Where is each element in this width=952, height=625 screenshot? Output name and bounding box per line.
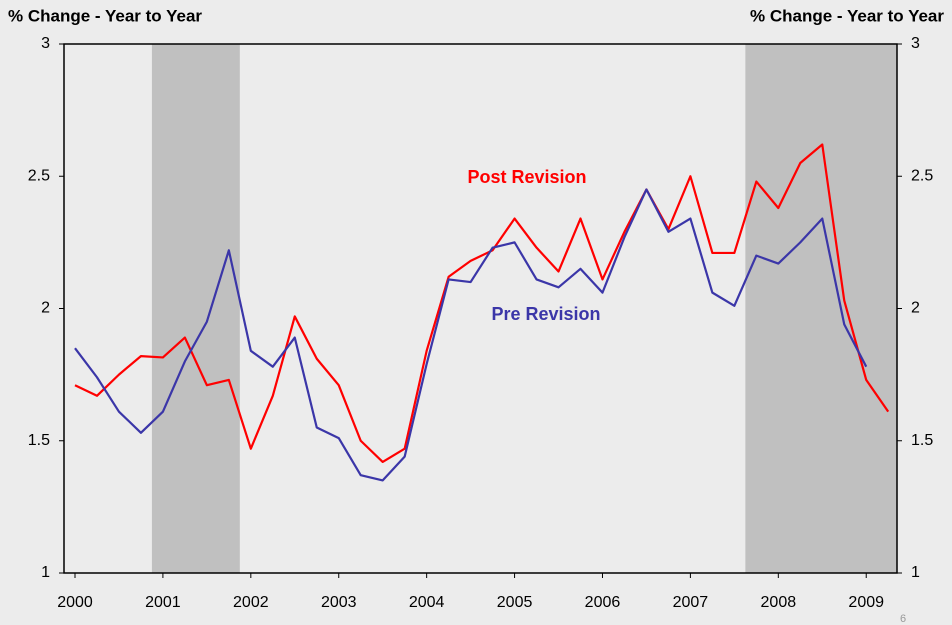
y-tick-label: 1 <box>41 564 50 581</box>
y2-tick-label: 1.5 <box>911 432 933 449</box>
x-tick-label: 2001 <box>145 594 181 611</box>
y-axis-title-right: % Change - Year to Year <box>750 6 944 25</box>
y-tick-label: 2.5 <box>28 167 50 184</box>
plot-border <box>63 43 898 574</box>
recession-shade <box>745 44 897 573</box>
y-tick-label: 1.5 <box>28 432 50 449</box>
x-tick-label: 2000 <box>57 594 93 611</box>
y2-tick-label: 1 <box>911 564 920 581</box>
x-tick-label: 2007 <box>673 594 709 611</box>
series-line <box>74 188 868 482</box>
y-tick-label: 3 <box>41 35 50 52</box>
series-label: Pre Revision <box>491 304 600 324</box>
y2-tick-label: 2.5 <box>911 167 933 184</box>
y2-tick-label: 2 <box>911 300 920 317</box>
x-tick-label: 2008 <box>761 594 797 611</box>
x-tick-label: 2009 <box>848 594 884 611</box>
recession-shade <box>151 44 240 573</box>
x-tick-label: 2003 <box>321 594 357 611</box>
y-tick-label: 2 <box>41 300 50 317</box>
series-label: Post Revision <box>467 167 586 187</box>
page-number: 6 <box>900 613 906 625</box>
series-line <box>74 143 890 464</box>
x-tick-label: 2004 <box>409 594 445 611</box>
x-tick-label: 2005 <box>497 594 533 611</box>
x-tick-label: 2006 <box>585 594 621 611</box>
y-axis-title-left: % Change - Year to Year <box>8 6 202 25</box>
x-tick-label: 2002 <box>233 594 269 611</box>
y2-tick-label: 3 <box>911 35 920 52</box>
